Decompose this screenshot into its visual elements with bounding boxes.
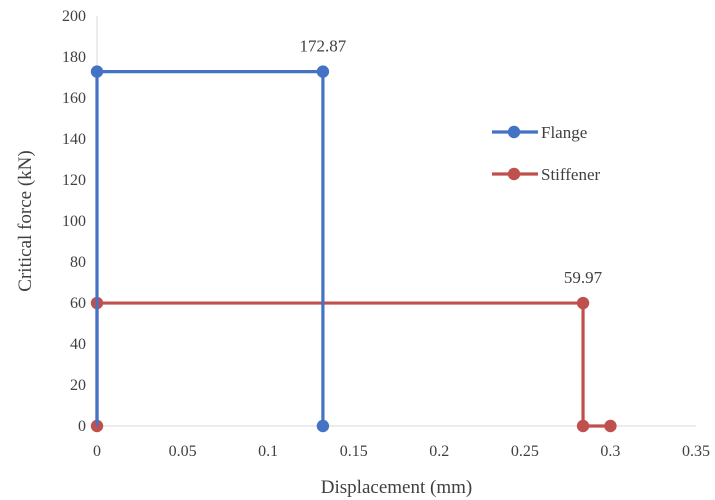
data-point <box>316 419 330 433</box>
data-point <box>316 65 330 78</box>
x-tick-label: 0.3 <box>600 443 620 460</box>
x-tick-label: 0.1 <box>258 443 278 460</box>
legend-marker <box>507 125 521 139</box>
data-point <box>576 296 590 310</box>
series-line <box>95 301 611 428</box>
legend-label: Stiffener <box>541 165 601 184</box>
y-tick-label: 0 <box>78 418 86 435</box>
legend-marker <box>507 167 521 181</box>
legend-item-flange: Flange <box>492 123 587 142</box>
data-label: 59.97 <box>564 268 603 287</box>
legend-label: Flange <box>541 123 587 142</box>
x-tick-label: 0.25 <box>511 443 539 460</box>
y-tick-label: 180 <box>62 49 86 66</box>
data-point <box>90 65 104 78</box>
x-tick-label: 0.15 <box>340 443 368 460</box>
y-tick-label: 40 <box>70 336 86 353</box>
y-tick-label: 200 <box>62 8 86 25</box>
x-tick-label: 0.05 <box>169 443 197 460</box>
legend: Flange Stiffener <box>492 123 601 184</box>
axes: 0 20 40 60 80 100 120 140 160 180 200 0 0.05 0.1 0.15 0… <box>62 8 710 460</box>
y-tick-label: 60 <box>70 295 86 312</box>
y-tick-label: 80 <box>70 254 86 271</box>
x-tick-label: 0.35 <box>682 443 710 460</box>
data-point <box>576 419 590 433</box>
series-layer <box>90 65 617 433</box>
x-tick-label: 0 <box>93 443 101 460</box>
series-line <box>95 70 325 426</box>
annotation-layer: 172.87 59.97 <box>300 37 603 287</box>
y-tick-label: 120 <box>62 172 86 189</box>
y-axis-title: Critical force (kN) <box>15 150 36 291</box>
y-tick-label: 140 <box>62 131 86 148</box>
y-tick-label: 160 <box>62 90 86 107</box>
x-axis-title: Displacement (mm) <box>321 477 472 498</box>
y-tick-label: 20 <box>70 377 86 394</box>
data-point <box>604 419 617 433</box>
series-stiffener <box>90 296 617 433</box>
y-tick-label: 100 <box>62 213 86 230</box>
x-tick-label: 0.2 <box>429 443 449 460</box>
data-label: 172.87 <box>300 37 347 56</box>
legend-item-stiffener: Stiffener <box>492 165 601 184</box>
series-flange <box>90 65 330 433</box>
